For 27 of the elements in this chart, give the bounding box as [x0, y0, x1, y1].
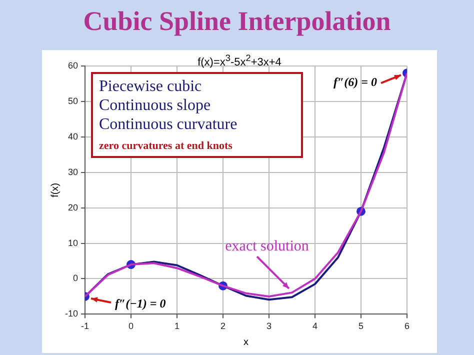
y-tick-label: 10: [68, 238, 78, 248]
annotation: Continuous curvature: [99, 115, 238, 134]
y-tick-label: -10: [64, 308, 78, 319]
y-tick-label: 30: [68, 166, 78, 177]
y-tick-label: 50: [68, 96, 78, 106]
y-tick-label: 40: [68, 131, 78, 142]
x-tick-label: 3: [266, 321, 272, 332]
y-tick-label: 60: [68, 60, 78, 70]
annotation: zero curvatures at end knots: [99, 140, 234, 152]
series-label: exact solution: [225, 238, 310, 255]
x-tick-label: 5: [358, 321, 364, 332]
annotation: Piecewise cubic: [99, 77, 203, 96]
x-axis-title: x: [244, 336, 249, 348]
annotation: f″(−1) = 0: [115, 296, 166, 311]
x-tick-label: 1: [174, 321, 180, 332]
x-tick-label: -1: [81, 321, 90, 332]
y-tick-label: 20: [68, 202, 78, 212]
x-tick-label: 0: [128, 321, 134, 332]
x-tick-label: 2: [220, 321, 226, 332]
x-tick-label: 6: [404, 321, 410, 332]
y-tick-label: 0: [72, 273, 78, 284]
annotation: f″(6) = 0: [334, 75, 377, 90]
y-axis-title: f(x): [50, 182, 61, 198]
chart-title: Cubic Spline Interpolation: [82, 6, 392, 37]
annotation: Continuous slope: [99, 96, 212, 115]
x-tick-label: 4: [312, 321, 318, 332]
chart-subtitle: f(x)=x$^{3}$-5x$^{2}$+3x+4: [198, 53, 282, 69]
